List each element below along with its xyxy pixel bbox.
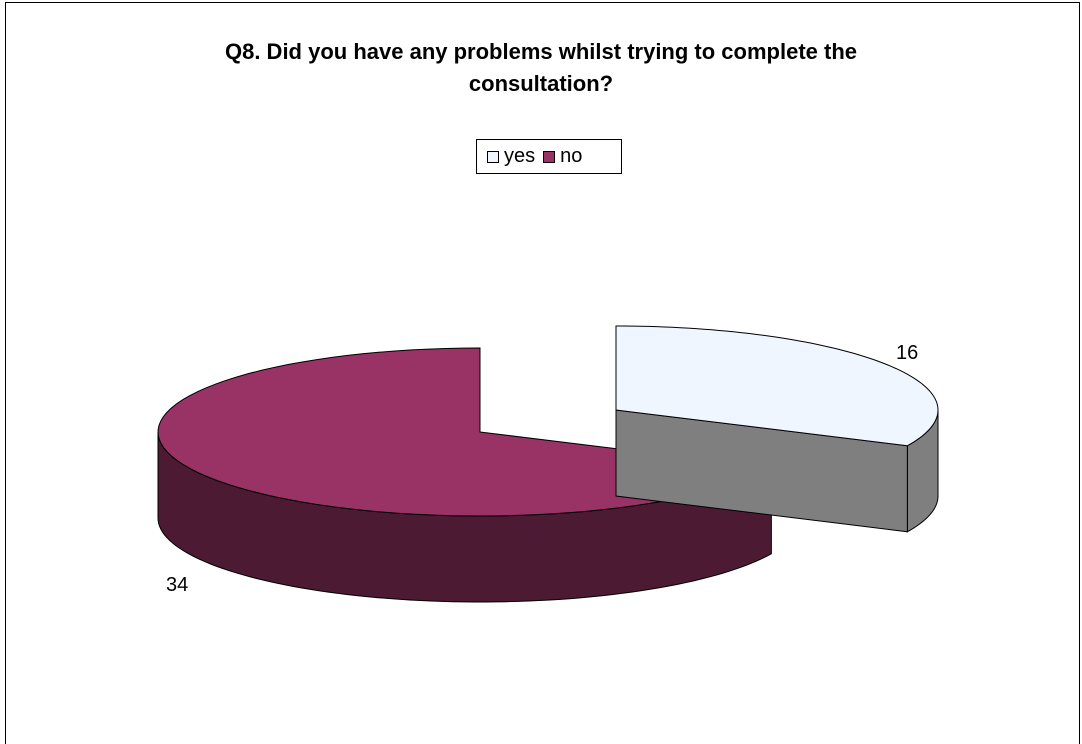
legend-label-no: no [560,145,583,167]
legend-item-yes: yes [487,145,535,168]
slice-yes-top [615,325,939,447]
chart-title: Q8. Did you have any problems whilst try… [0,36,1082,100]
legend-swatch-yes [487,150,499,163]
data-label-no: 34 [166,574,188,596]
legend-label-yes: yes [504,145,536,167]
legend-swatch-no [543,150,556,163]
legend-item-no: no [543,145,582,168]
chart-title-line-1: Q8. Did you have any problems whilst try… [224,39,857,64]
legend: yes no [476,139,622,174]
chart-title-line-2: consultation? [468,71,614,96]
data-label-yes: 16 [896,342,918,364]
